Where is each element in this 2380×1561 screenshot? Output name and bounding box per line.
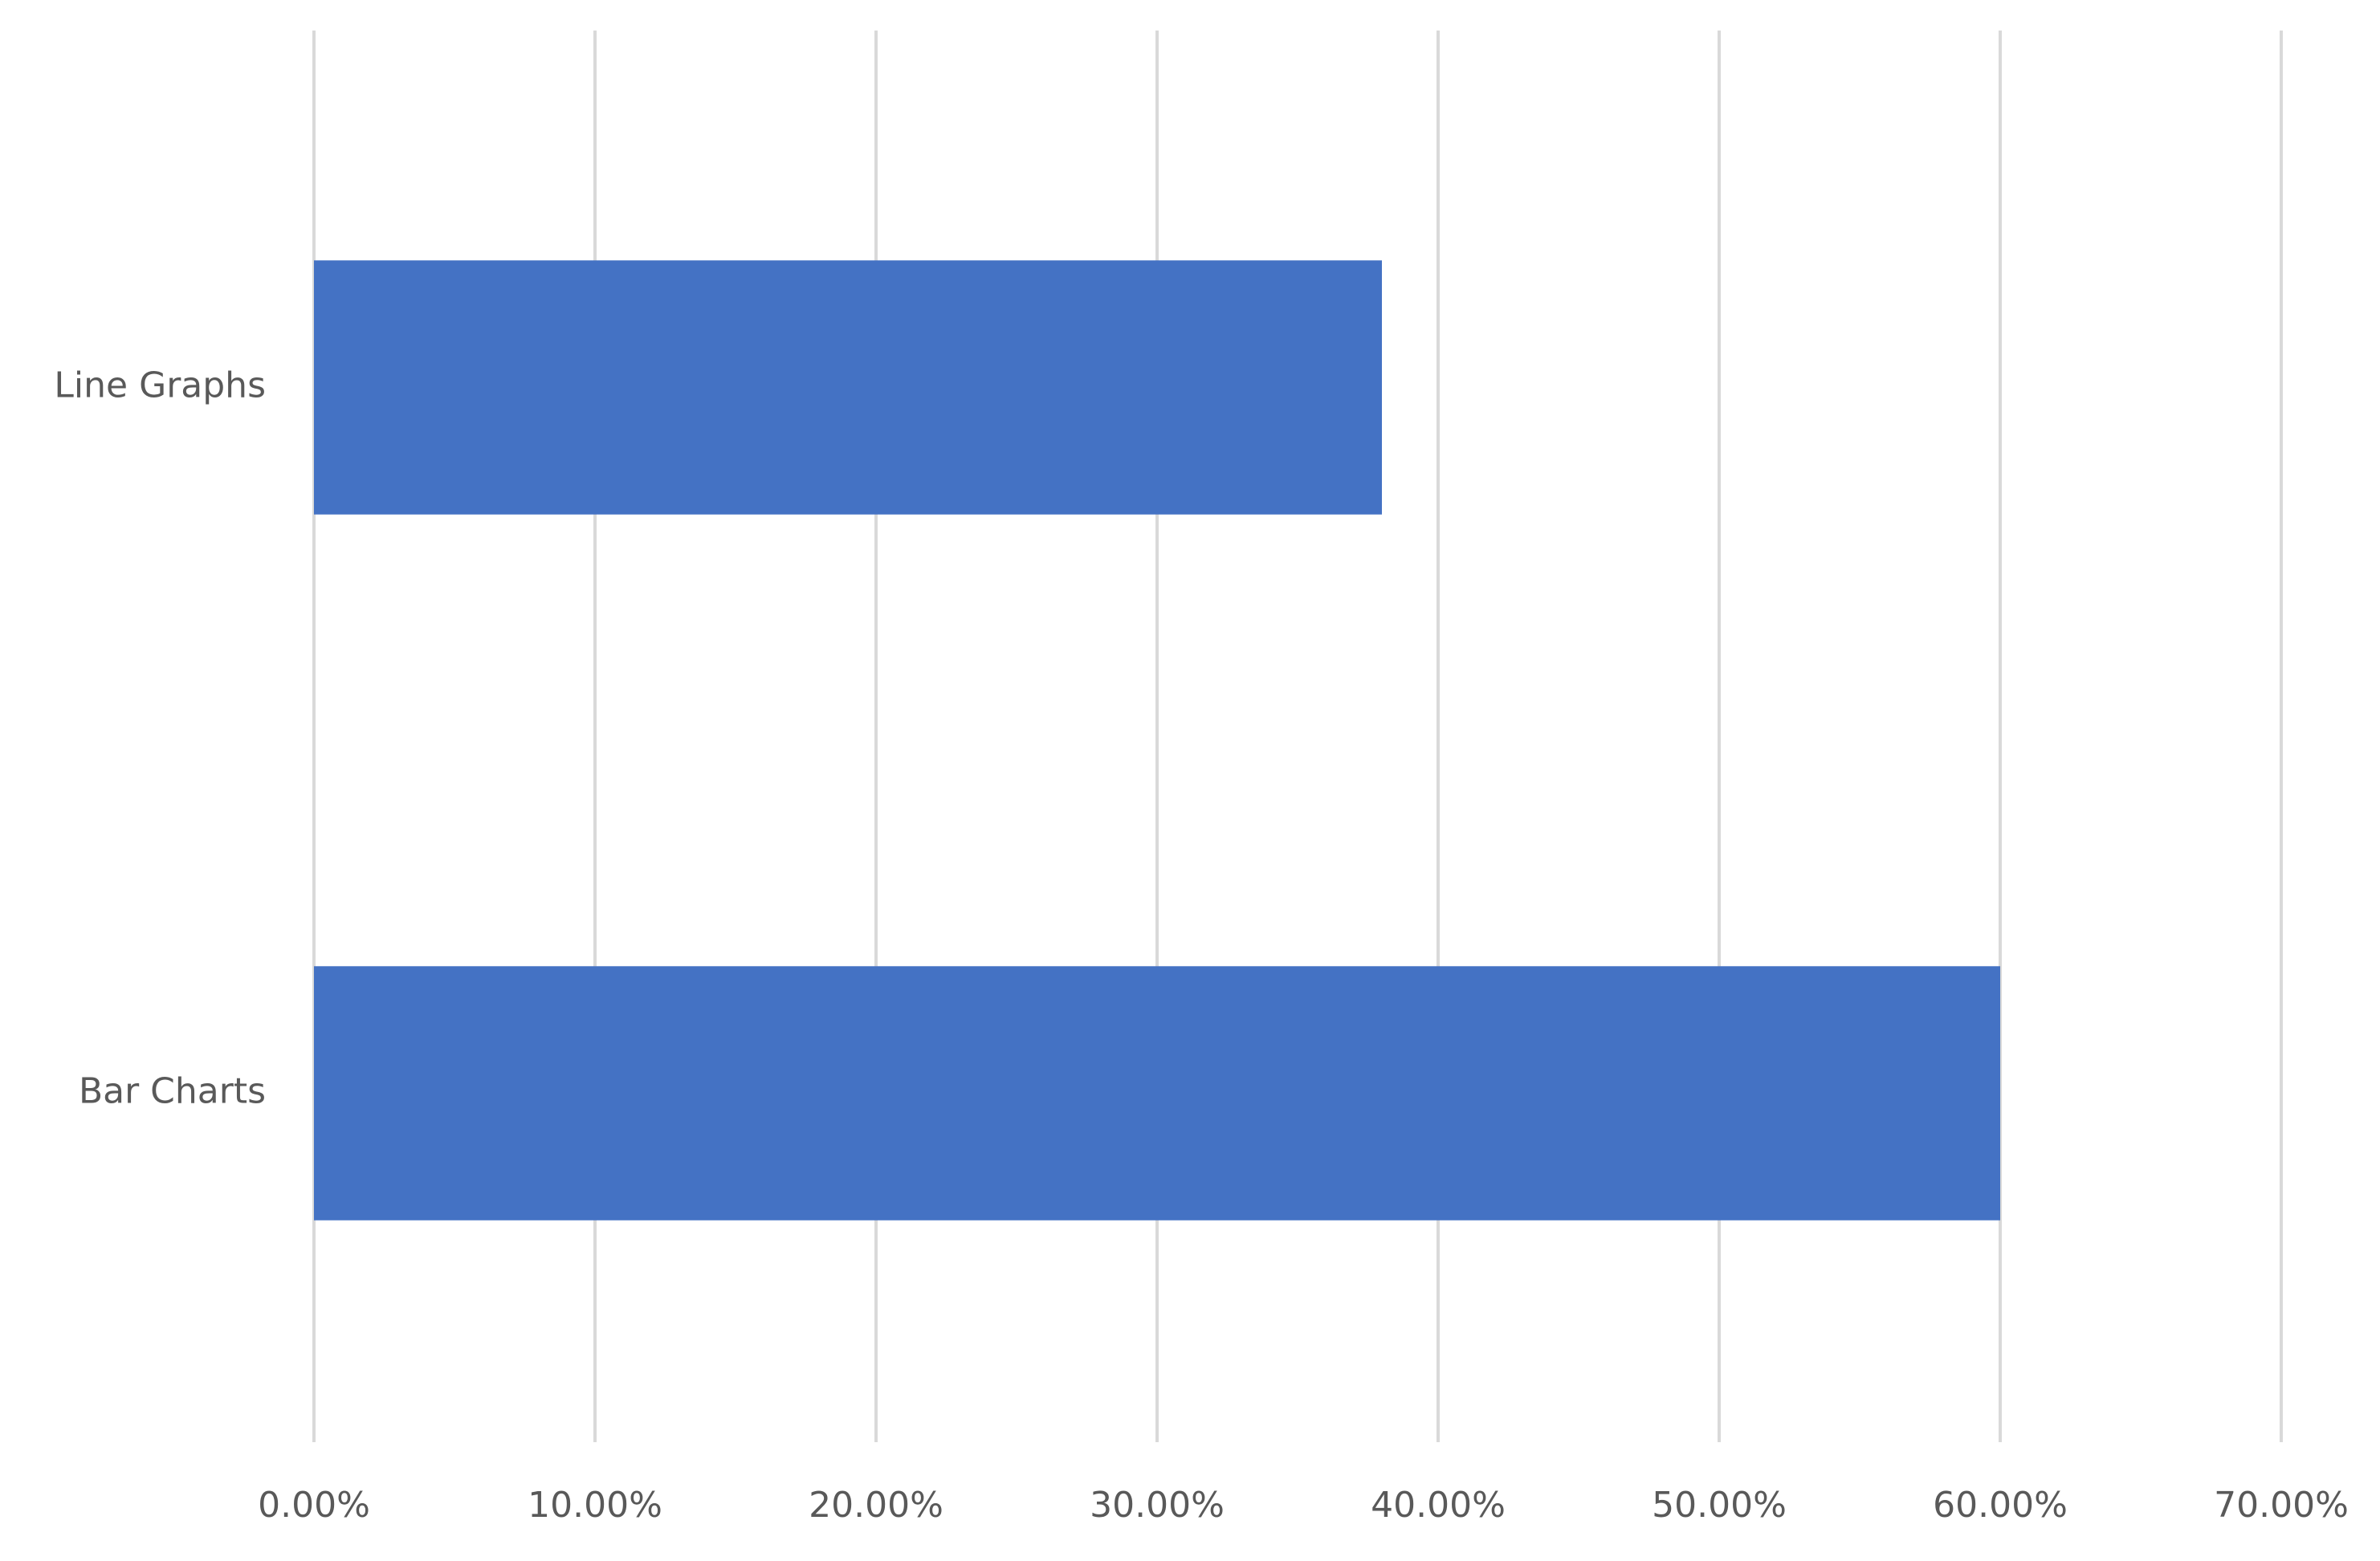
bar: [314, 260, 1382, 515]
x-tick-label: 70.00%: [2214, 1485, 2349, 1526]
x-tick-label: 60.00%: [1933, 1485, 2068, 1526]
x-tick-label: 20.00%: [809, 1485, 943, 1526]
x-tick-label: 0.00%: [258, 1485, 370, 1526]
x-tick-label: 50.00%: [1652, 1485, 1787, 1526]
y-tick-label: Line Graphs: [54, 365, 266, 406]
x-tick-label: 40.00%: [1371, 1485, 1506, 1526]
x-tick-label: 10.00%: [528, 1485, 662, 1526]
bar: [314, 966, 2000, 1221]
x-tick-label: 30.00%: [1090, 1485, 1225, 1526]
y-tick-label: Bar Charts: [79, 1071, 266, 1112]
